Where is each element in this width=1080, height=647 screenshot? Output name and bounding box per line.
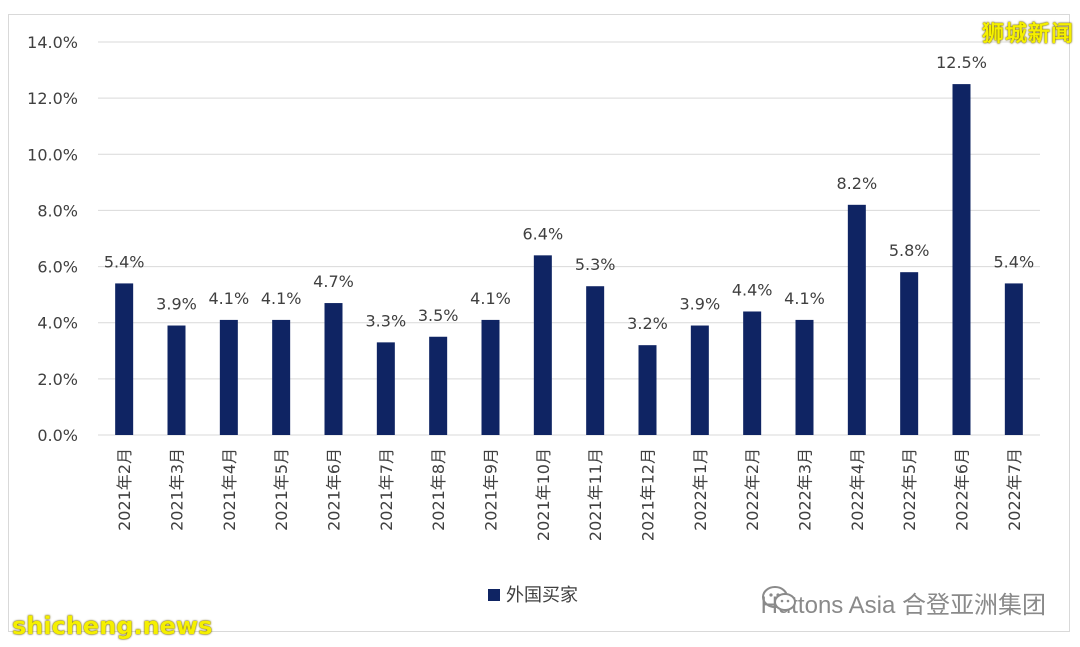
- x-tick-label: 2022年2月: [743, 448, 762, 531]
- x-tick-label: 2022年1月: [691, 448, 710, 531]
- y-tick-label: 4.0%: [37, 314, 78, 333]
- x-tick-label: 2021年5月: [272, 448, 291, 531]
- x-tick-label: 2022年5月: [900, 448, 919, 531]
- bar: [533, 255, 552, 435]
- data-label: 3.3%: [366, 311, 407, 330]
- x-tick-label: 2022年4月: [848, 448, 867, 531]
- bar: [219, 319, 238, 435]
- wechat-icon: [761, 586, 796, 611]
- watermark-site: shicheng.news: [12, 612, 213, 640]
- bar: [952, 84, 971, 435]
- data-label: 3.5%: [418, 306, 459, 325]
- x-tick-label: 2022年3月: [796, 448, 815, 531]
- data-label: 4.1%: [784, 289, 825, 308]
- bar: [1004, 283, 1023, 435]
- y-tick-label: 10.0%: [27, 145, 78, 164]
- watermark-huttons: Huttons Asia 合登亚洲集团: [761, 585, 1046, 620]
- bar: [115, 283, 134, 435]
- y-tick-label: 8.0%: [37, 201, 78, 220]
- gridlines: [98, 41, 1040, 436]
- y-tick-label: 0.0%: [37, 426, 78, 445]
- bar: [638, 345, 657, 435]
- y-tick-label: 2.0%: [37, 370, 78, 389]
- data-labels: 5.4% 3.9% 4.1% 4.1% 4.7% 3.3% 3.5% 4.1% 6.4% 5.3%…: [104, 53, 1034, 333]
- x-tick-label: 2022年7月: [1005, 448, 1024, 531]
- data-label: 3.9%: [156, 295, 197, 314]
- x-tick-label: 2021年11月: [586, 448, 605, 541]
- data-label: 8.2%: [837, 174, 878, 193]
- legend-swatch: [488, 589, 500, 601]
- chart-frame: [8, 14, 1070, 632]
- data-label: 3.2%: [627, 314, 668, 333]
- x-tick-label: 2021年12月: [639, 448, 658, 541]
- x-tick-label: 2022年6月: [953, 448, 972, 531]
- bar: [847, 204, 866, 435]
- bar: [429, 336, 448, 435]
- x-tick-label: 2021年7月: [377, 448, 396, 531]
- data-label: 4.4%: [732, 280, 773, 299]
- bar: [167, 325, 186, 435]
- data-label: 4.1%: [470, 289, 511, 308]
- bar: [743, 311, 762, 435]
- data-label: 5.4%: [104, 252, 145, 271]
- x-tick-label: 2021年2月: [115, 448, 134, 531]
- x-tick-label: 2021年6月: [325, 448, 344, 531]
- data-label: 5.4%: [994, 252, 1035, 271]
- y-axis-ticks: 0.0% 2.0% 4.0% 6.0% 8.0% 10.0% 12.0% 14.0%: [27, 33, 78, 445]
- legend: 外国买家: [488, 585, 578, 606]
- bar: [272, 319, 291, 435]
- huttons-label: Huttons Asia 合登亚洲集团: [760, 592, 1046, 619]
- bar: [481, 319, 500, 435]
- legend-label: 外国买家: [506, 585, 578, 606]
- y-tick-label: 12.0%: [27, 89, 78, 108]
- bar: [324, 303, 343, 435]
- bar: [795, 319, 814, 435]
- bar: [690, 325, 709, 435]
- x-tick-label: 2021年3月: [168, 448, 187, 531]
- watermark-top-right: 狮城新闻: [981, 22, 1074, 47]
- data-label: 4.1%: [209, 289, 250, 308]
- y-tick-label: 6.0%: [37, 258, 78, 277]
- x-axis-labels: 2021年2月 2021年3月 2021年4月 2021年5月 2021年6月 2021年…: [115, 448, 1024, 541]
- data-label: 3.9%: [680, 295, 721, 314]
- data-label: 12.5%: [936, 53, 987, 72]
- x-tick-label: 2021年9月: [482, 448, 501, 531]
- data-label: 6.4%: [523, 224, 564, 243]
- bar: [586, 286, 605, 435]
- bar: [900, 272, 919, 435]
- data-label: 5.8%: [889, 241, 930, 260]
- x-tick-label: 2021年10月: [534, 448, 553, 541]
- data-label: 4.7%: [313, 272, 354, 291]
- y-tick-label: 14.0%: [27, 33, 78, 52]
- x-tick-label: 2021年4月: [220, 448, 239, 531]
- data-label: 5.3%: [575, 255, 616, 274]
- data-label: 4.1%: [261, 289, 302, 308]
- x-tick-label: 2021年8月: [429, 448, 448, 531]
- bar: [376, 342, 395, 435]
- bars: [115, 84, 1023, 435]
